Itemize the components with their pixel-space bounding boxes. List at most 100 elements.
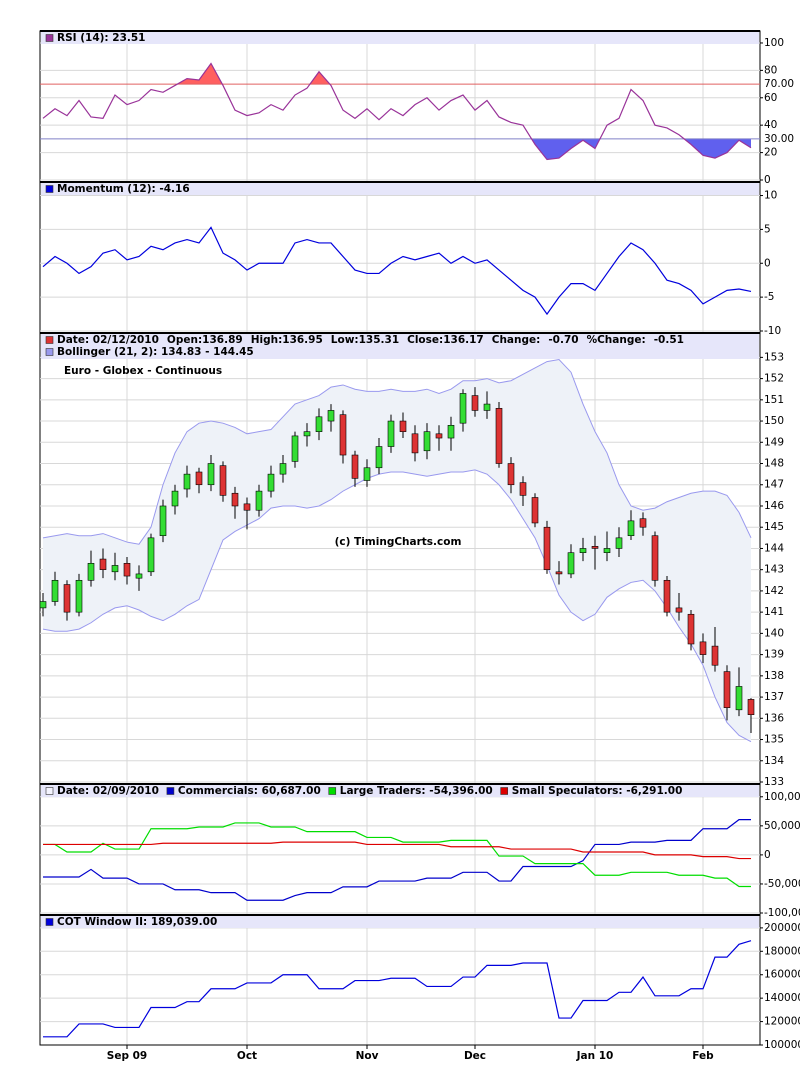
candle-body [543, 526, 551, 570]
candle-body [447, 424, 455, 439]
candle-body [51, 579, 59, 602]
y-tick-label: 80 [764, 64, 777, 76]
candle-body [411, 433, 419, 454]
watermark: (c) TimingCharts.com [335, 536, 462, 548]
y-tick-label: 143 [764, 564, 784, 576]
legend-swatch [166, 787, 175, 795]
y-tick-label: 120000 [764, 1016, 800, 1028]
header-text: RSI (14): 23.51 [57, 32, 146, 44]
candle-body [507, 463, 515, 486]
legend-swatch [45, 348, 54, 356]
candle-body [555, 571, 563, 575]
candle-body [303, 431, 311, 437]
series-line [43, 822, 751, 888]
candle-body [231, 492, 239, 507]
y-tick-label: 0 [764, 849, 771, 861]
header-text: Bollinger (21, 2): 134.83 - 144.45 [57, 346, 254, 358]
x-tick-label: Dec [464, 1050, 486, 1062]
candle-body [399, 420, 407, 432]
y-tick-label: 148 [764, 458, 784, 470]
y-tick-label: 60 [764, 92, 777, 104]
series-line [43, 841, 751, 860]
candle-body [423, 431, 431, 452]
y-tick-label: 20 [764, 147, 777, 159]
candle-body [735, 686, 743, 711]
candle-body [567, 552, 575, 575]
candle-body [243, 503, 251, 511]
header-text: -0.70 [548, 334, 578, 346]
candle-body [159, 505, 167, 537]
candle-body [687, 613, 695, 645]
candle-body [63, 584, 71, 613]
y-tick-label: 160000 [764, 969, 800, 981]
candle-body [747, 699, 755, 715]
candle-body [651, 535, 659, 581]
candle-body [483, 403, 491, 411]
candle-body [363, 467, 371, 481]
candle-body [171, 490, 179, 507]
candle-body [315, 416, 323, 432]
y-tick-label: 133 [764, 776, 784, 788]
candle-body [627, 520, 635, 537]
candle-body [675, 607, 683, 613]
candle-body [339, 414, 347, 456]
series-line [43, 940, 752, 1038]
header-text: Small Speculators: -6,291.00 [512, 785, 683, 797]
candle-body [255, 490, 263, 511]
candle-body [291, 435, 299, 462]
candle-body [603, 548, 611, 553]
y-tick-label: 100 [764, 37, 784, 49]
candle-body [711, 645, 719, 666]
series-line [42, 226, 752, 316]
y-tick-label: -100,000 [764, 907, 800, 919]
candle-body [219, 465, 227, 496]
candle-body [279, 463, 287, 475]
y-tick-label: 100000 [764, 1039, 800, 1051]
candle-body [183, 473, 191, 490]
y-tick-label: 150 [764, 415, 784, 427]
y-tick-label: 141 [764, 606, 784, 618]
y-tick-label: 10 [764, 190, 777, 202]
bollinger-upper [42, 358, 752, 545]
candle-body [615, 537, 623, 549]
level-label: 70.00 [764, 78, 794, 90]
y-tick-label: 135 [764, 734, 784, 746]
header-text: COT Window II: 189,039.00 [57, 916, 217, 928]
panel-header [41, 334, 759, 359]
x-tick-label: Nov [356, 1050, 379, 1062]
candle-body [387, 420, 395, 447]
y-tick-label: 149 [764, 436, 784, 448]
y-tick-label: 139 [764, 649, 784, 661]
header-text: Large Traders: -54,396.00 [340, 785, 493, 797]
header-text: Close:136.17 [407, 334, 484, 346]
y-tick-label: 138 [764, 670, 784, 682]
y-tick-label: -50,000 [764, 878, 800, 890]
y-tick-label: 140000 [764, 992, 800, 1004]
level-fill [43, 138, 751, 160]
bollinger-lower [42, 469, 752, 743]
y-tick-label: 136 [764, 712, 784, 724]
y-tick-label: 145 [764, 521, 784, 533]
candle-body [147, 537, 155, 573]
candle-body [375, 446, 383, 469]
candle-body [327, 410, 335, 422]
panel-header [41, 32, 759, 44]
panel-header [41, 916, 759, 928]
band-fill [43, 359, 751, 742]
candle-body [639, 518, 647, 528]
panel-frame [39, 783, 761, 916]
candle-body [39, 601, 47, 609]
x-tick-label: Jan 10 [576, 1050, 614, 1062]
candle-body [495, 408, 503, 464]
panel-header [41, 785, 759, 797]
panel-frame [39, 181, 761, 334]
candle-body [663, 579, 671, 613]
y-tick-label: 100,000 [764, 791, 800, 803]
header-text: Date: 02/12/2010 [57, 334, 159, 346]
candle-body [87, 563, 95, 581]
candle-body [99, 558, 107, 570]
y-tick-label: 151 [764, 394, 784, 406]
candle-body [519, 482, 527, 496]
